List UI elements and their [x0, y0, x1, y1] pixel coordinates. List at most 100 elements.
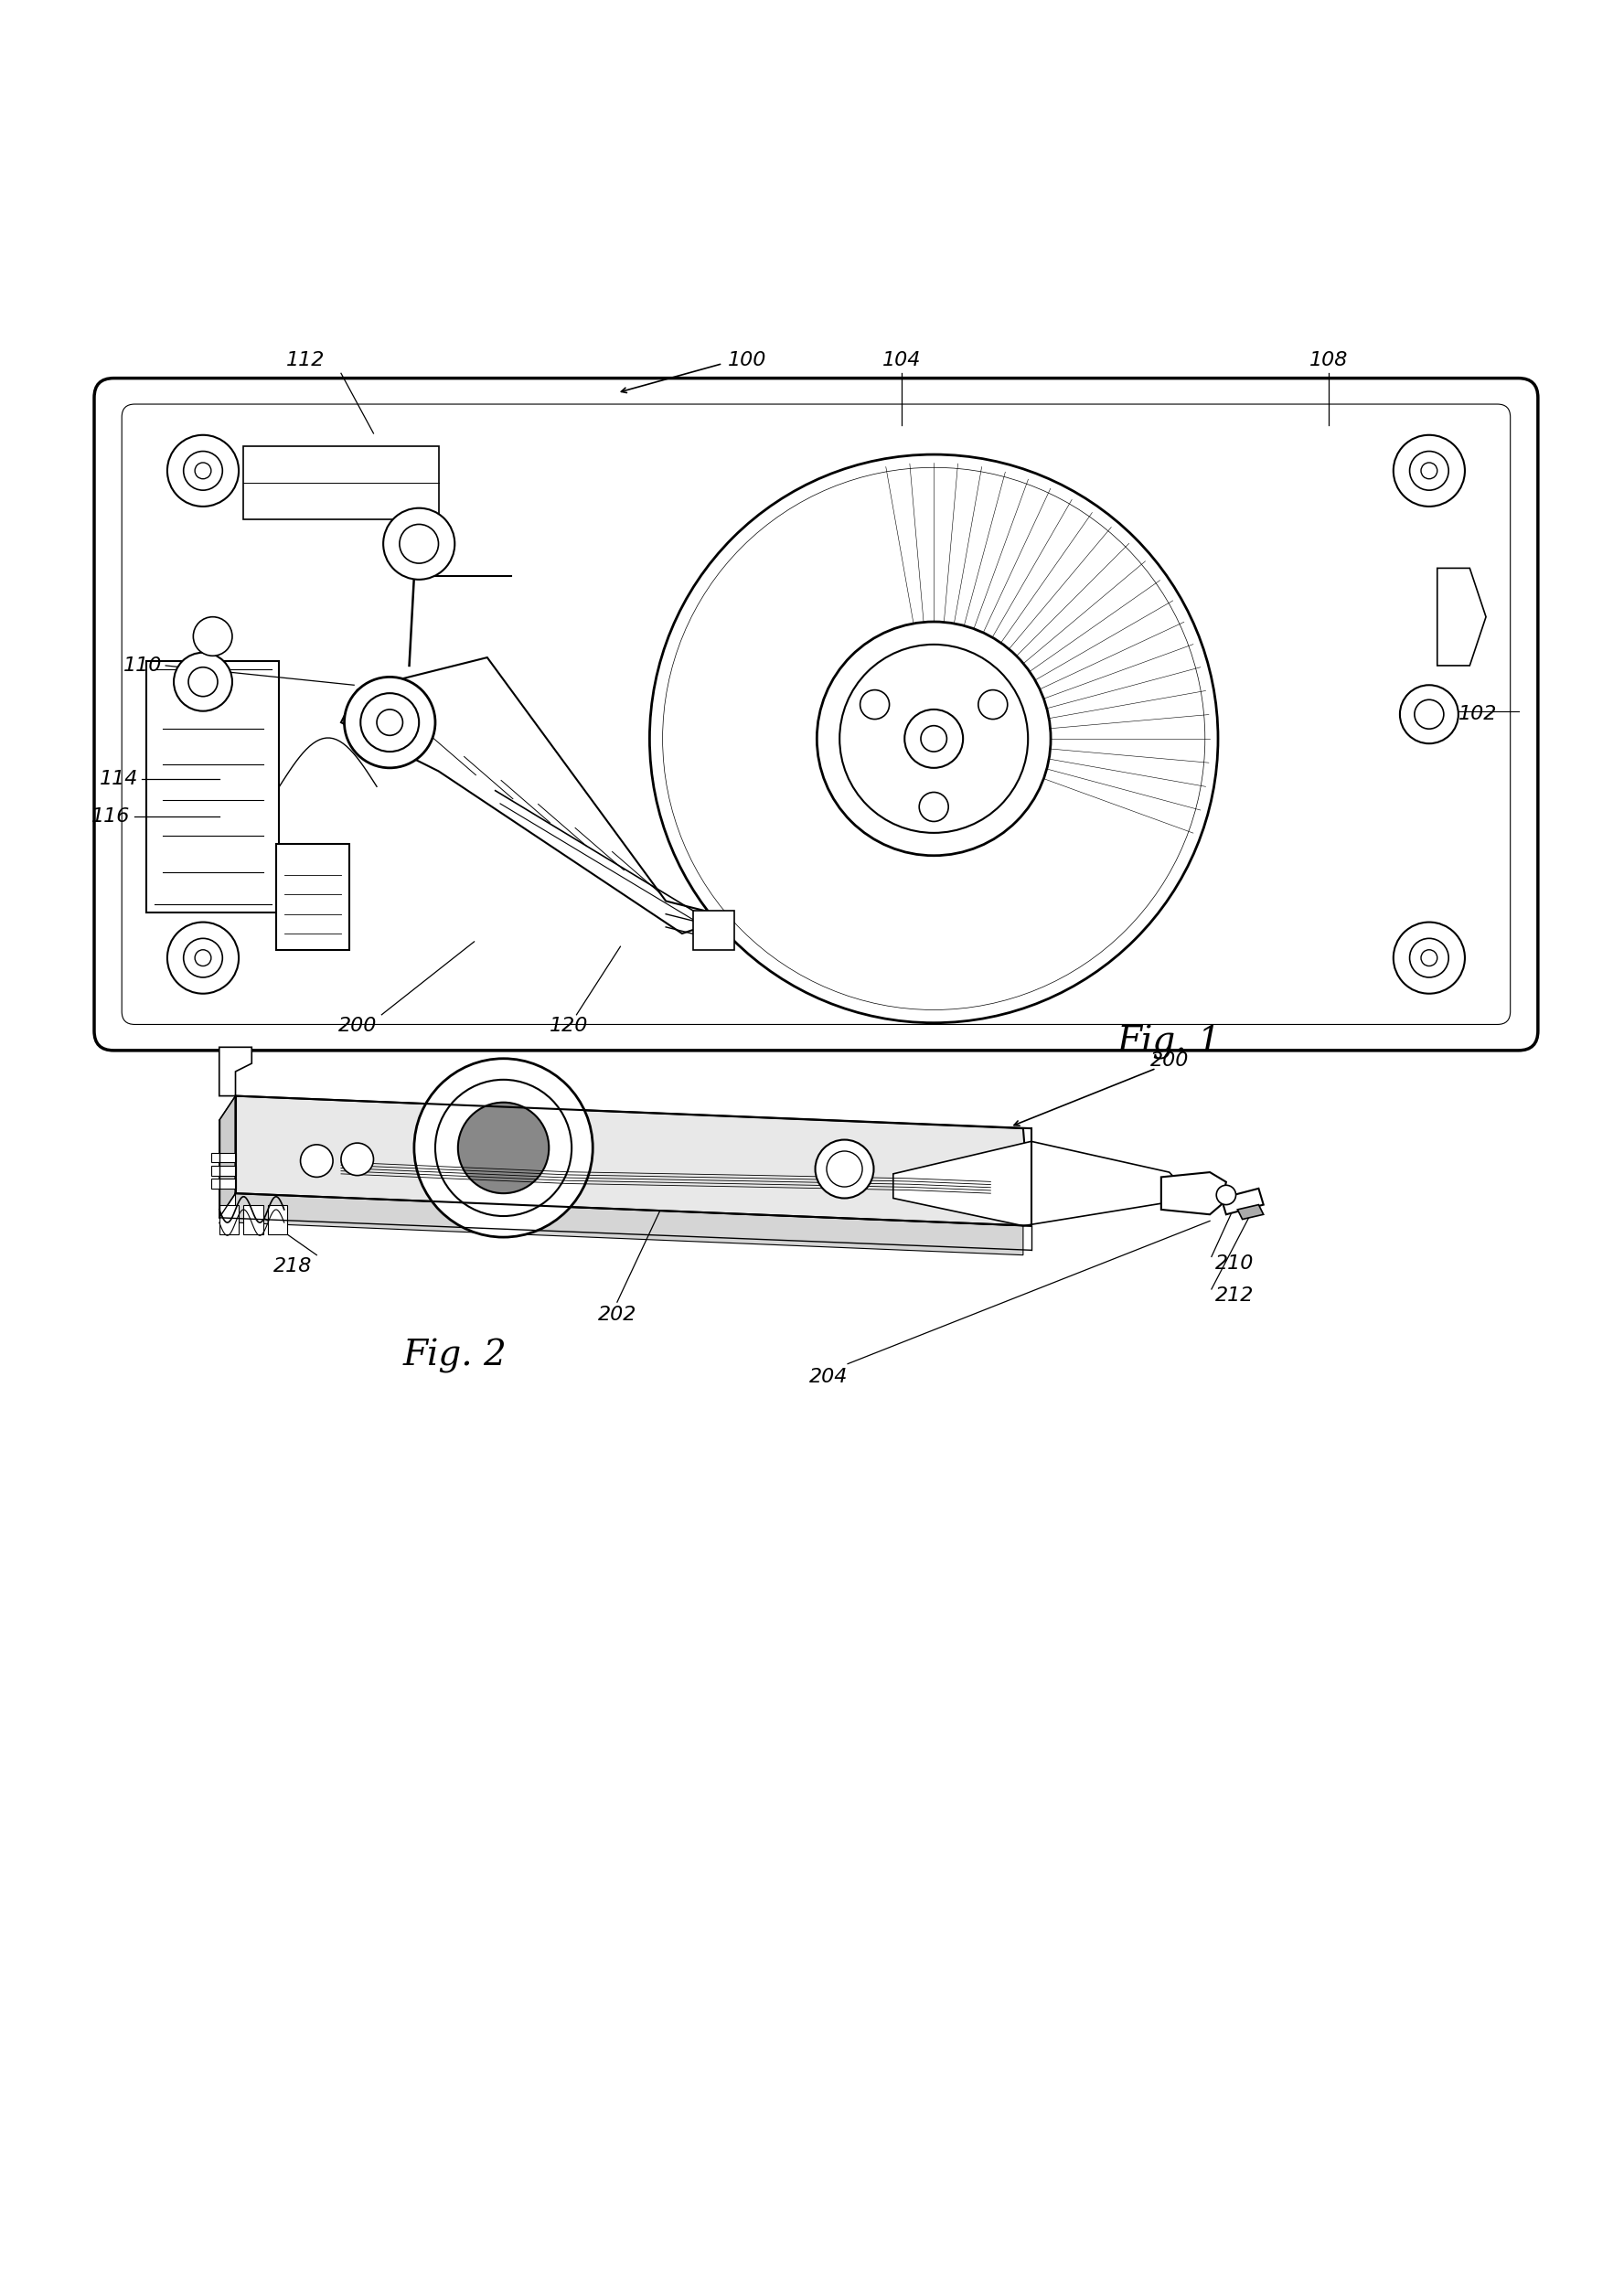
Text: 102: 102: [1458, 705, 1497, 723]
Circle shape: [833, 639, 1034, 839]
Text: 210: 210: [1215, 1255, 1254, 1273]
Polygon shape: [341, 657, 731, 934]
Circle shape: [840, 646, 1028, 832]
Circle shape: [1393, 923, 1465, 993]
Text: Fig. 1: Fig. 1: [1117, 1025, 1221, 1059]
Circle shape: [188, 668, 218, 696]
Circle shape: [827, 1150, 862, 1187]
Circle shape: [1393, 434, 1465, 507]
Polygon shape: [219, 1096, 235, 1218]
Circle shape: [978, 691, 1007, 718]
Circle shape: [650, 455, 1218, 1023]
Bar: [276, 843, 349, 950]
Text: 104: 104: [882, 350, 921, 370]
Circle shape: [414, 1059, 593, 1237]
Circle shape: [793, 598, 1075, 880]
Polygon shape: [219, 1048, 252, 1096]
Circle shape: [435, 1080, 572, 1216]
Circle shape: [719, 525, 1148, 952]
Text: 110: 110: [123, 657, 162, 675]
Bar: [219, 1205, 239, 1234]
Text: 218: 218: [273, 1257, 312, 1275]
FancyBboxPatch shape: [94, 377, 1538, 1050]
Polygon shape: [1221, 1189, 1263, 1214]
Circle shape: [195, 464, 211, 480]
Text: 212: 212: [1215, 1287, 1254, 1305]
Circle shape: [184, 939, 222, 977]
Text: 204: 204: [809, 1368, 848, 1387]
Circle shape: [195, 950, 211, 966]
Circle shape: [1410, 452, 1449, 491]
Bar: [244, 1205, 263, 1234]
Circle shape: [801, 605, 1067, 873]
Circle shape: [344, 677, 435, 768]
Circle shape: [679, 484, 1189, 993]
Circle shape: [825, 630, 1043, 848]
Circle shape: [760, 566, 1108, 911]
Circle shape: [361, 693, 419, 752]
Circle shape: [1216, 1184, 1236, 1205]
Text: 108: 108: [1309, 350, 1348, 370]
Polygon shape: [893, 1141, 1194, 1225]
Circle shape: [784, 589, 1083, 889]
Polygon shape: [1237, 1205, 1263, 1218]
Circle shape: [341, 1143, 374, 1175]
Circle shape: [383, 509, 455, 580]
Circle shape: [728, 532, 1140, 946]
Bar: [244, 446, 438, 521]
Circle shape: [400, 525, 438, 564]
Circle shape: [711, 516, 1156, 961]
Text: 106: 106: [918, 702, 957, 721]
Circle shape: [1421, 950, 1437, 966]
Bar: [693, 911, 734, 950]
Circle shape: [752, 557, 1116, 921]
Polygon shape: [211, 1166, 235, 1175]
Circle shape: [167, 434, 239, 507]
Circle shape: [167, 923, 239, 993]
Text: 202: 202: [598, 1307, 637, 1325]
Circle shape: [703, 509, 1164, 968]
Polygon shape: [1161, 1173, 1226, 1214]
Text: 100: 100: [728, 350, 767, 370]
Circle shape: [687, 491, 1181, 986]
Text: 200: 200: [338, 1016, 377, 1034]
Circle shape: [744, 548, 1124, 930]
Circle shape: [695, 500, 1173, 977]
Circle shape: [663, 468, 1205, 1009]
Circle shape: [736, 541, 1132, 936]
Text: 114: 114: [99, 771, 138, 789]
Circle shape: [905, 709, 963, 768]
Text: 120: 120: [549, 1016, 588, 1034]
Circle shape: [768, 573, 1099, 905]
Polygon shape: [1437, 568, 1486, 666]
Text: Fig. 2: Fig. 2: [403, 1339, 507, 1373]
Polygon shape: [235, 1193, 1023, 1255]
Circle shape: [671, 475, 1197, 1002]
Circle shape: [809, 614, 1059, 864]
Polygon shape: [211, 1152, 235, 1162]
Bar: [146, 661, 279, 911]
Bar: [268, 1205, 287, 1234]
Circle shape: [921, 725, 947, 752]
Circle shape: [193, 616, 232, 657]
Circle shape: [817, 623, 1051, 855]
Circle shape: [1421, 464, 1437, 480]
Polygon shape: [235, 1096, 1031, 1225]
Circle shape: [184, 452, 222, 491]
Circle shape: [776, 582, 1091, 896]
Circle shape: [1410, 939, 1449, 977]
Circle shape: [817, 623, 1051, 855]
Polygon shape: [211, 1180, 235, 1189]
Circle shape: [1415, 700, 1444, 730]
Text: 116: 116: [91, 807, 130, 825]
Circle shape: [1400, 684, 1458, 743]
Circle shape: [300, 1146, 333, 1177]
Circle shape: [861, 691, 890, 718]
Circle shape: [815, 1139, 874, 1198]
Circle shape: [919, 793, 948, 821]
Circle shape: [174, 652, 232, 711]
Text: 200: 200: [1150, 1050, 1189, 1068]
Circle shape: [377, 709, 403, 736]
Circle shape: [458, 1102, 549, 1193]
Text: 112: 112: [286, 350, 325, 370]
